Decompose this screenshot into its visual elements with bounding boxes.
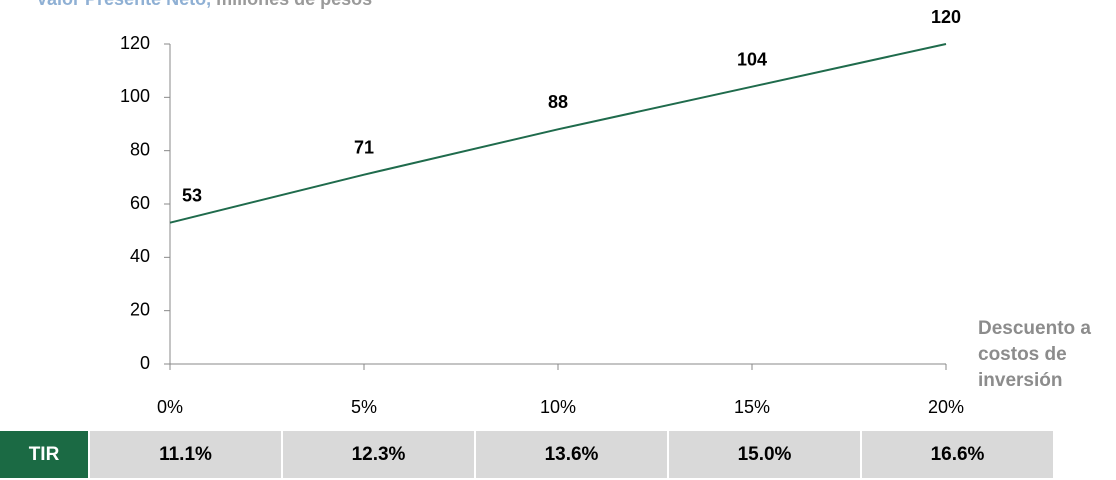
x-tick-label: 10% [540, 397, 576, 417]
tir-table: TIR 11.1% 12.3% 13.6% 15.0% 16.6% [0, 431, 1053, 478]
table-cell: 13.6% [476, 431, 667, 478]
x-tick-label: 0% [157, 397, 183, 417]
chart-title: Valor Presente Neto, millones de pesos [36, 0, 372, 9]
data-label: 88 [548, 92, 568, 112]
y-tick-label: 40 [130, 246, 150, 266]
data-label: 120 [931, 7, 961, 27]
y-tick-label: 100 [120, 86, 150, 106]
y-tick-label: 60 [130, 193, 150, 213]
x-tick-label: 20% [928, 397, 964, 417]
chart: Valor Presente Neto, millones de pesos 0… [36, 0, 964, 417]
table-cell: 12.3% [283, 431, 474, 478]
subtitle: millones de pesos [216, 0, 372, 9]
x-tick-label: 5% [351, 397, 377, 417]
y-tick-label: 120 [120, 33, 150, 53]
table-cell: 16.6% [862, 431, 1053, 478]
x-axis-label: Descuento a costos de inversión [978, 318, 1091, 391]
data-label: 104 [737, 49, 767, 69]
table-cell: 15.0% [669, 431, 860, 478]
title: Valor Presente Neto, [36, 0, 211, 9]
table-cell: 11.1% [90, 431, 281, 478]
y-tick-label: 80 [130, 139, 150, 159]
data-label: 53 [182, 185, 202, 205]
line [169, 43, 947, 224]
y-tick-label: 0 [140, 353, 150, 373]
y-tick-label: 20 [130, 299, 150, 319]
x-tick-label: 15% [734, 397, 770, 417]
data-label: 71 [354, 137, 374, 157]
table-header: TIR [0, 431, 88, 478]
